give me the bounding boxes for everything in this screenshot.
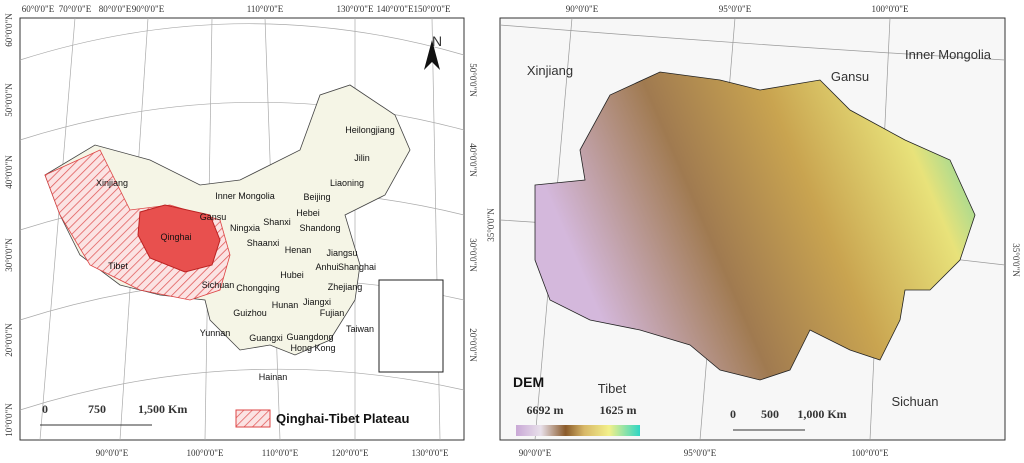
region-label: Jiangsu: [326, 248, 357, 258]
lon-label: 110°0'0"E: [262, 448, 299, 458]
legend-label: Qinghai-Tibet Plateau: [276, 411, 409, 426]
lat-label: 40°0'0"N: [4, 155, 14, 189]
lon-label: 90°0'0"E: [519, 448, 552, 458]
region-label: Shanxi: [263, 217, 291, 227]
lat-label: 30°0'0"N: [4, 238, 14, 272]
legend-swatch: [235, 409, 271, 428]
lon-label: 90°0'0"E: [96, 448, 129, 458]
lon-label: 70°0'0"E: [59, 4, 92, 14]
lon-label: 120°0'0"E: [332, 448, 369, 458]
region-label: Sichuan: [202, 280, 235, 290]
lat-label: 30°0'0"N: [468, 238, 478, 272]
region-label: Qinghai: [160, 232, 191, 242]
lon-label: 130°0'0"E: [337, 4, 374, 14]
lon-label: 100°0'0"E: [872, 4, 909, 14]
lat-label: 50°0'0"N: [468, 63, 478, 97]
lon-label: 100°0'0"E: [852, 448, 889, 458]
lon-label: 60°0'0"E: [22, 4, 55, 14]
region-label: Hubei: [280, 270, 304, 280]
dem-area: [534, 71, 976, 381]
lon-label: 130°0'0"E: [412, 448, 449, 458]
lon-label: 80°0'0"E: [99, 4, 132, 14]
lon-label: 95°0'0"E: [719, 4, 752, 14]
dem-colorbar: [516, 425, 640, 436]
region-label: Fujian: [320, 308, 345, 318]
lon-label: 140°0'0"E: [377, 4, 414, 14]
scale-label: 750: [88, 402, 106, 416]
region-label: Taiwan: [346, 324, 374, 334]
region-label: Hainan: [259, 372, 288, 382]
region-label: Gansu: [831, 69, 869, 84]
lat-label: 10°0'0"N: [4, 403, 14, 437]
region-label: Hunan: [272, 300, 299, 310]
region-label: Heilongjiang: [345, 125, 395, 135]
region-label: Hong Kong: [290, 343, 335, 353]
region-label: Yunnan: [200, 328, 231, 338]
lat-label: 40°0'0"N: [468, 143, 478, 177]
region-label: Ningxia: [230, 223, 260, 233]
region-label: Shandong: [299, 223, 340, 233]
region-label: Tibet: [108, 261, 128, 271]
lon-label: 90°0'0"E: [566, 4, 599, 14]
region-label: Henan: [285, 245, 312, 255]
region-label: Xinjiang: [96, 178, 128, 188]
lon-label: 110°0'0"E: [247, 4, 284, 14]
qinghai-area: [137, 204, 221, 273]
lat-label: 50°0'0"N: [4, 83, 14, 117]
lat-label: 20°0'0"N: [4, 323, 14, 357]
scale-label: 500: [761, 407, 779, 421]
lon-label: 90°0'0"E: [132, 4, 165, 14]
region-label: Beijing: [303, 192, 330, 202]
lat-label: 35°0'0"N: [486, 208, 496, 242]
region-label: Jiangxi: [303, 297, 331, 307]
inset-frame: [378, 279, 444, 373]
left-panel: [19, 17, 465, 441]
region-label: Guangxi: [249, 333, 283, 343]
region-label: Shaanxi: [247, 238, 280, 248]
region-label: Guangdong: [286, 332, 333, 342]
region-label: Anhui: [315, 262, 338, 272]
region-label: Hebei: [296, 208, 320, 218]
region-label: Jilin: [354, 153, 370, 163]
region-label: Liaoning: [330, 178, 364, 188]
region-label: Chongqing: [236, 283, 280, 293]
region-label: Shanghai: [338, 262, 376, 272]
lon-label: 100°0'0"E: [187, 448, 224, 458]
lon-label: 95°0'0"E: [684, 448, 717, 458]
region-label: Gansu: [200, 212, 227, 222]
right-panel: [499, 17, 1006, 441]
region-label: Xinjiang: [527, 63, 573, 78]
scale-label: 0: [42, 402, 48, 416]
scale-label: 1,500 Km: [138, 402, 187, 416]
scale-label: 0: [730, 407, 736, 421]
legend-high: 6692 m: [527, 403, 564, 417]
lon-label: 150°0'0"E: [414, 4, 451, 14]
lat-label: 20°0'0"N: [468, 328, 478, 362]
legend-low: 1625 m: [600, 403, 637, 417]
region-label: Inner Mongolia: [215, 191, 275, 201]
region-label: Inner Mongolia: [905, 47, 992, 62]
legend-title: DEM: [513, 374, 544, 390]
lat-label: 60°0'0"N: [4, 13, 14, 47]
region-label: Tibet: [598, 381, 627, 396]
north-arrow: [424, 40, 440, 70]
scale-label: 1,000 Km: [797, 407, 846, 421]
lat-label: 35°0'0"N: [1011, 243, 1021, 277]
region-label: Guizhou: [233, 308, 267, 318]
region-label: Sichuan: [892, 394, 939, 409]
north-label: N: [432, 33, 442, 49]
region-label: Zhejiang: [328, 282, 363, 292]
